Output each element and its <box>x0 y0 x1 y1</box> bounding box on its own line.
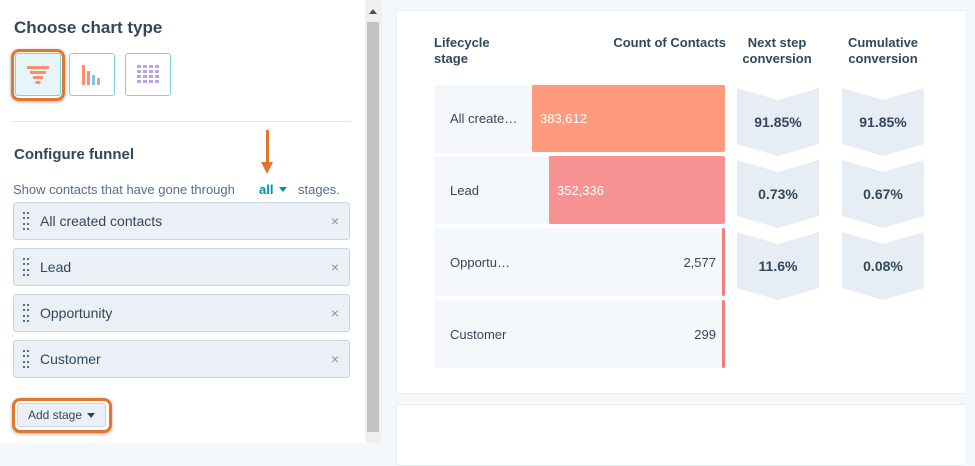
annotation-arrow-head <box>261 162 273 174</box>
bar-value-all-created: 383,612 <box>540 111 587 126</box>
stage-label: Opportunity <box>40 305 113 321</box>
col-header-next-step: Next step conversion <box>742 35 812 66</box>
panel-scrollbar[interactable] <box>365 0 382 443</box>
drag-handle-icon[interactable] <box>23 350 29 368</box>
stage-row-opportunity[interactable]: Opportunity × <box>13 294 350 332</box>
row-label-lead: Lead <box>450 183 479 198</box>
close-icon[interactable]: × <box>330 213 339 229</box>
drag-handle-icon[interactable] <box>23 258 29 276</box>
bar-value-lead: 352,336 <box>557 183 604 198</box>
bar-lead[interactable] <box>549 156 725 224</box>
funnel-icon <box>27 65 49 84</box>
row-label-opportunity: Opportu… <box>450 255 510 270</box>
col-header-lifecycle-stage: Lifecycle stage <box>434 35 490 66</box>
drag-handle-icon[interactable] <box>23 304 29 322</box>
table-row <box>434 300 724 368</box>
annotation-arrow-icon <box>266 130 269 164</box>
drag-handle-icon[interactable] <box>23 212 29 230</box>
stage-label: Lead <box>40 259 72 275</box>
scroll-thumb[interactable] <box>367 22 379 432</box>
stage-row-lead[interactable]: Lead × <box>13 248 350 286</box>
bar-chart-icon <box>82 64 100 85</box>
show-contacts-sentence: Show contacts that have gone through all… <box>13 182 340 197</box>
col-header-count: Count of Contacts <box>613 35 726 50</box>
stage-row-all-created-contacts[interactable]: All created contacts × <box>13 202 350 240</box>
stage-mode-dropdown[interactable]: all <box>259 182 274 197</box>
table-grid-icon <box>137 64 159 83</box>
table-row <box>434 228 724 296</box>
table-chart-button[interactable] <box>125 53 171 96</box>
bar-chart-button[interactable] <box>69 53 115 96</box>
configure-funnel-title: Configure funnel <box>14 146 134 163</box>
caret-down-icon[interactable] <box>279 187 287 192</box>
section-divider <box>13 121 350 122</box>
close-icon[interactable]: × <box>330 305 339 321</box>
stage-label: All created contacts <box>40 213 163 229</box>
stage-row-customer[interactable]: Customer × <box>13 340 350 378</box>
scroll-up-arrow-icon[interactable] <box>369 9 377 14</box>
show-suffix-text: stages. <box>298 182 340 197</box>
close-icon[interactable]: × <box>330 259 339 275</box>
stage-label: Customer <box>40 351 101 367</box>
col-header-cumulative: Cumulative conversion <box>847 35 919 66</box>
row-label-customer: Customer <box>450 327 507 342</box>
secondary-report-card <box>396 404 967 466</box>
bar-value-opportunity: 2,577 <box>683 255 716 270</box>
add-stage-button[interactable]: Add stage <box>17 403 106 427</box>
row-label-all-created: All create… <box>450 111 518 126</box>
bar-all-created-contacts[interactable] <box>532 85 725 152</box>
chart-config-panel: Choose chart type Configure funne <box>0 0 366 443</box>
funnel-chart-button[interactable] <box>15 53 61 96</box>
close-icon[interactable]: × <box>330 351 339 367</box>
chart-type-title: Choose chart type <box>14 18 163 37</box>
caret-down-icon <box>87 412 96 418</box>
show-prefix-text: Show contacts that have gone through <box>13 182 235 197</box>
add-stage-label: Add stage <box>27 408 83 422</box>
bar-opportunity[interactable] <box>722 228 725 296</box>
bar-value-customer: 299 <box>694 327 716 342</box>
bar-customer[interactable] <box>722 300 725 368</box>
